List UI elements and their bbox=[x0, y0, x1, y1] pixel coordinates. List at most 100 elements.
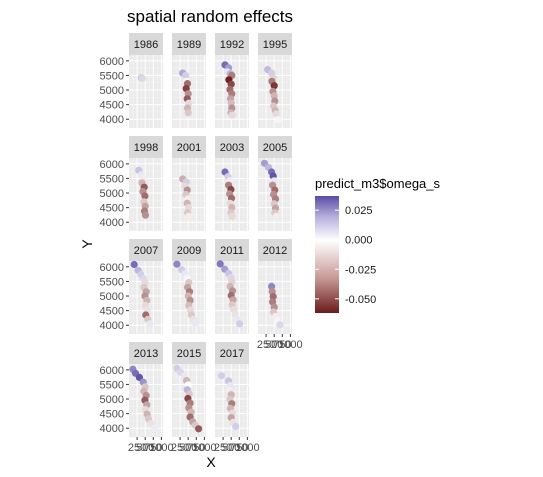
panel-background bbox=[129, 55, 163, 128]
facet-panel-1998: 1998 4000 4500 5000 5500 6000 bbox=[100, 136, 163, 231]
y-tick-label: 5500 bbox=[100, 379, 124, 391]
y-tick-label: 4500 bbox=[100, 100, 124, 112]
facet-strip-label: 1995 bbox=[263, 39, 287, 51]
x-tick-label: 250 bbox=[214, 442, 232, 454]
facet-strip bbox=[258, 136, 292, 158]
facet-panel-2001: 2001 bbox=[172, 136, 206, 231]
y-tick-label: 5000 bbox=[100, 188, 124, 200]
facet-panel-1986: 1986 4000 4500 5000 5500 6000 bbox=[100, 33, 163, 128]
facet-strip-label: 2017 bbox=[220, 348, 244, 360]
facet-strip-label: 2003 bbox=[220, 142, 244, 154]
data-point bbox=[191, 319, 199, 327]
facet-strip-label: 2012 bbox=[263, 245, 287, 257]
data-point bbox=[274, 116, 282, 124]
data-point bbox=[228, 111, 236, 119]
data-point bbox=[276, 321, 284, 329]
facet-strip-label: 2013 bbox=[134, 348, 158, 360]
y-tick-label: 4500 bbox=[100, 409, 124, 421]
x-axis-title: X bbox=[206, 454, 216, 470]
x-tick-label: 500 bbox=[222, 442, 240, 454]
data-point bbox=[130, 260, 138, 269]
data-point bbox=[269, 293, 277, 301]
y-tick-label: 5500 bbox=[100, 70, 124, 82]
data-point bbox=[232, 422, 240, 431]
facet-panel-2005: 2005 bbox=[258, 136, 292, 231]
data-point bbox=[141, 192, 149, 200]
x-tick-label: 1000 bbox=[149, 442, 173, 454]
data-point bbox=[270, 92, 278, 100]
y-tick-label: 4000 bbox=[100, 320, 124, 332]
data-point bbox=[228, 212, 236, 220]
x-tick-label: 250 bbox=[171, 442, 189, 454]
legend-tick-label: 0.000 bbox=[345, 235, 373, 247]
x-tick-label: 1000 bbox=[278, 339, 302, 351]
y-axis-title: Y bbox=[79, 239, 95, 249]
facet-strip-label: 1992 bbox=[220, 39, 244, 51]
y-tick-label: 6000 bbox=[100, 159, 124, 171]
y-tick-label: 5500 bbox=[100, 173, 124, 185]
legend-tick-label: -0.025 bbox=[345, 264, 376, 276]
facet-strip bbox=[215, 33, 249, 55]
facet-strip bbox=[258, 239, 292, 261]
legend-title: predict_m3$omega_s bbox=[315, 176, 441, 191]
facet-panel-2009: 2009 bbox=[172, 239, 206, 334]
data-point bbox=[173, 260, 181, 268]
facet-panel-1995: 1995 bbox=[258, 33, 292, 128]
facet-strip-label: 2009 bbox=[177, 245, 201, 257]
facet-panel-1992: 1992 bbox=[215, 33, 249, 128]
y-tick-label: 5000 bbox=[100, 394, 124, 406]
y-tick-label: 4000 bbox=[100, 114, 124, 126]
facet-strip bbox=[215, 136, 249, 158]
facet-panel-2007: 2007 4000 4500 5000 5500 6000 bbox=[100, 239, 163, 334]
y-tick-label: 6000 bbox=[100, 262, 124, 274]
facet-strip-label: 1989 bbox=[177, 39, 201, 51]
facet-strip bbox=[258, 33, 292, 55]
data-point bbox=[184, 109, 192, 117]
facet-strip-label: 2011 bbox=[220, 245, 244, 257]
facet-strip-label: 2015 bbox=[177, 348, 201, 360]
facet-strip bbox=[129, 33, 163, 55]
chart-title: spatial random effects bbox=[127, 7, 293, 26]
data-point bbox=[185, 212, 193, 220]
facet-strip bbox=[129, 342, 163, 364]
x-tick-label: 1000 bbox=[192, 442, 216, 454]
y-tick-label: 5500 bbox=[100, 276, 124, 288]
facet-strip-label: 2007 bbox=[134, 245, 158, 257]
data-point bbox=[268, 282, 276, 290]
facet-strip bbox=[172, 136, 206, 158]
colorbar bbox=[315, 196, 339, 313]
facet-strip-label: 1998 bbox=[134, 142, 158, 154]
facet-panel-1989: 1989 bbox=[172, 33, 206, 128]
data-point bbox=[272, 110, 280, 118]
x-tick-label: 500 bbox=[265, 339, 283, 351]
y-tick-label: 5000 bbox=[100, 85, 124, 97]
y-tick-label: 4000 bbox=[100, 423, 124, 435]
facet-panels: 1986 4000 4500 5000 5500 6000 1989 1992 1995 1998… bbox=[100, 33, 303, 454]
colorbar-legend: predict_m3$omega_s 0.025 0.000 -0.025 -0.05… bbox=[315, 176, 441, 313]
facet-strip bbox=[215, 239, 249, 261]
facet-panel-2003: 2003 bbox=[215, 136, 249, 231]
y-tick-label: 4000 bbox=[100, 217, 124, 229]
data-point bbox=[217, 372, 226, 380]
x-tick-label: 250 bbox=[257, 339, 275, 351]
data-point bbox=[236, 320, 244, 328]
facet-strip bbox=[129, 239, 163, 261]
data-point bbox=[146, 320, 154, 328]
facet-strip bbox=[215, 342, 249, 364]
y-tick-label: 6000 bbox=[100, 56, 124, 68]
facet-strip bbox=[172, 239, 206, 261]
x-tick-label: 1000 bbox=[235, 442, 259, 454]
facet-panel-2011: 2011 bbox=[215, 239, 249, 334]
data-point bbox=[182, 71, 190, 79]
facet-strip-label: 2001 bbox=[177, 142, 201, 154]
legend-tick-label: -0.050 bbox=[345, 294, 376, 306]
y-tick-label: 4500 bbox=[100, 203, 124, 215]
data-point bbox=[141, 211, 150, 219]
y-tick-label: 4500 bbox=[100, 306, 124, 318]
x-tick-label: 500 bbox=[136, 442, 154, 454]
